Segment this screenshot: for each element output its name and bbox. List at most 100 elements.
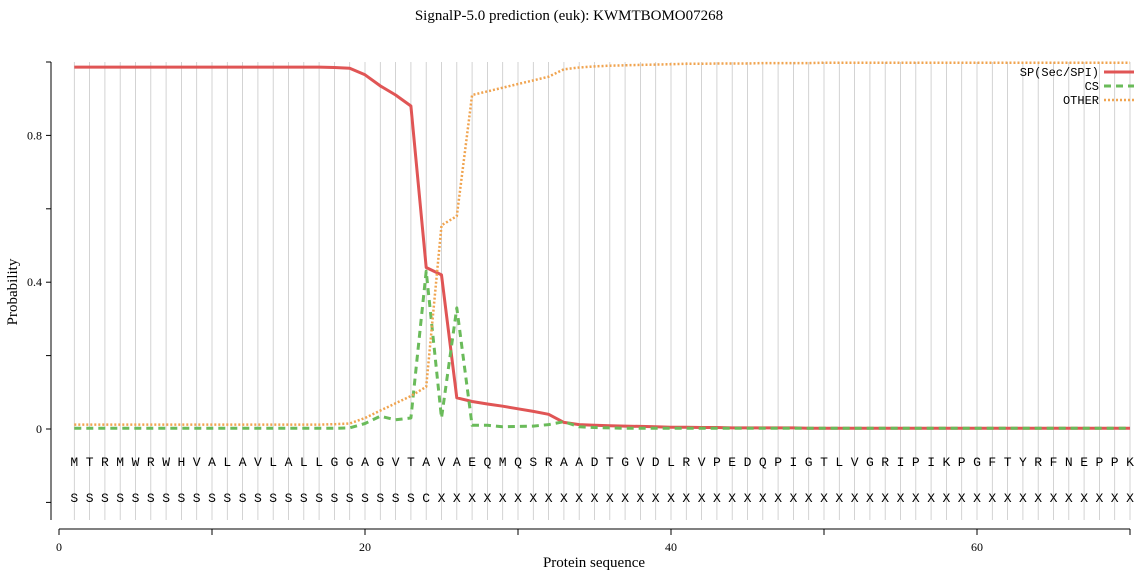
residue-label: S	[86, 491, 94, 506]
chart-title: SignalP-5.0 prediction (euk): KWMTBOMO07…	[415, 8, 723, 24]
sequence-residue: A	[575, 455, 583, 470]
residue-label: X	[529, 491, 537, 506]
residue-label: X	[713, 491, 721, 506]
x-axis-label: Protein sequence	[543, 555, 645, 571]
sequence-residue: D	[591, 455, 599, 470]
residue-label: S	[70, 491, 78, 506]
residue-label: X	[514, 491, 522, 506]
sequence-residue: Y	[1019, 455, 1027, 470]
sequence-residue: P	[1111, 455, 1119, 470]
residue-label: X	[1111, 491, 1119, 506]
residue-label: X	[728, 491, 736, 506]
residue-label: X	[973, 491, 981, 506]
sequence-residue: R	[682, 455, 690, 470]
residue-label: S	[315, 491, 323, 506]
legend-label: SP(Sec/SPI)	[1020, 66, 1099, 80]
sequence-residue: R	[147, 455, 155, 470]
residue-label: C	[422, 491, 430, 506]
residue-label: X	[1126, 491, 1134, 506]
sequence-residue: A	[208, 455, 216, 470]
residue-label: X	[912, 491, 920, 506]
sequence-residue: T	[1004, 455, 1012, 470]
sequence-residue: M	[70, 455, 78, 470]
sequence-residue: W	[132, 455, 140, 470]
residue-label: X	[575, 491, 583, 506]
sequence-residue: V	[851, 455, 859, 470]
residue-label: X	[606, 491, 614, 506]
residue-label: S	[330, 491, 338, 506]
residue-label: X	[591, 491, 599, 506]
series-line-sp-sec-spi	[74, 65, 1130, 430]
sequence-residue: T	[407, 455, 415, 470]
residue-label: X	[774, 491, 782, 506]
residue-label: X	[545, 491, 553, 506]
residue-label: X	[453, 491, 461, 506]
residue-label: S	[376, 491, 384, 506]
x-tick-label: 60	[971, 540, 983, 554]
sequence-residue: L	[300, 455, 308, 470]
sequence-residue: G	[621, 455, 629, 470]
sequence-residue: I	[789, 455, 797, 470]
residue-label: X	[988, 491, 996, 506]
sequence-residue: L	[269, 455, 277, 470]
sequence-residue: R	[101, 455, 109, 470]
residue-label: S	[177, 491, 185, 506]
sequence-residue: T	[606, 455, 614, 470]
residue-label: S	[208, 491, 216, 506]
residue-label: X	[438, 491, 446, 506]
x-tick-label: 0	[56, 540, 62, 554]
sequence-residue: T	[820, 455, 828, 470]
sequence-residue: P	[774, 455, 782, 470]
sequence-residue: G	[346, 455, 354, 470]
sequence-residue: G	[805, 455, 813, 470]
sequence-residue: L	[667, 455, 675, 470]
sequence-residue: V	[636, 455, 644, 470]
y-tick-label: 0.8	[27, 128, 42, 142]
sequence-residue: E	[728, 455, 736, 470]
sequence-residue: N	[1065, 455, 1073, 470]
residue-label: S	[193, 491, 201, 506]
sequence-residue: V	[254, 455, 262, 470]
sequence-residue: H	[177, 455, 185, 470]
x-tick-label: 20	[359, 540, 371, 554]
residue-label: S	[300, 491, 308, 506]
residue-label: S	[239, 491, 247, 506]
residue-label: X	[820, 491, 828, 506]
residue-label: X	[1019, 491, 1027, 506]
sequence-residue: Q	[483, 455, 491, 470]
sequence-residue: T	[86, 455, 94, 470]
residue-label: S	[285, 491, 293, 506]
sequence-residue: I	[897, 455, 905, 470]
sequence-residue: I	[927, 455, 935, 470]
sequence-residue: Q	[514, 455, 522, 470]
sequence-residue: K	[942, 455, 950, 470]
vertical-grid	[73, 62, 1131, 520]
residue-label: S	[254, 491, 262, 506]
residue-label: X	[897, 491, 905, 506]
residue-label: X	[927, 491, 935, 506]
residue-label: S	[269, 491, 277, 506]
residue-label: X	[1065, 491, 1073, 506]
series-lines	[74, 61, 1130, 430]
residue-label: S	[407, 491, 415, 506]
residue-label: X	[789, 491, 797, 506]
sequence-residue: D	[652, 455, 660, 470]
residue-label: S	[162, 491, 170, 506]
sequence-residue: D	[744, 455, 752, 470]
sequence-residue: L	[315, 455, 323, 470]
residue-label: S	[147, 491, 155, 506]
residue-label: X	[682, 491, 690, 506]
residue-label: X	[1004, 491, 1012, 506]
series-line-other	[74, 61, 1130, 426]
sequence-residue: G	[973, 455, 981, 470]
residue-label: X	[942, 491, 950, 506]
sequence-residue: R	[545, 455, 553, 470]
y-axis-label: Probability	[5, 258, 21, 325]
sequence-residue: R	[1034, 455, 1042, 470]
residue-label: X	[468, 491, 476, 506]
sequence-residue: E	[468, 455, 476, 470]
legend-label: CS	[1085, 80, 1099, 94]
sequence-residue: A	[285, 455, 293, 470]
residue-label: S	[346, 491, 354, 506]
